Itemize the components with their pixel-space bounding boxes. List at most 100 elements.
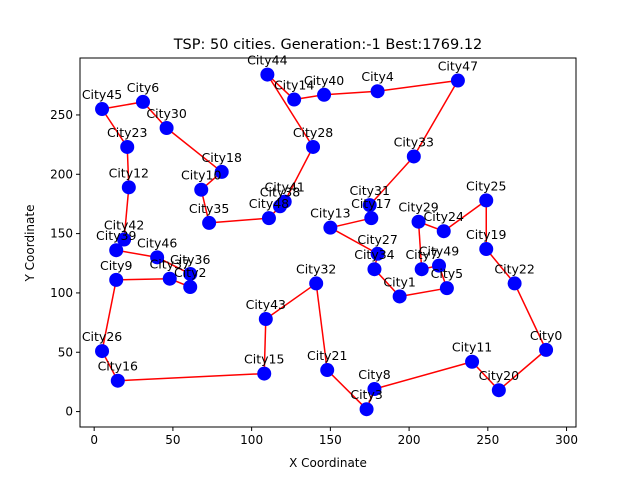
city-label: City5 [431,266,463,281]
city-point [257,366,272,381]
city-label: City28 [293,125,333,140]
city-label: City9 [100,258,132,273]
city-point [479,193,494,208]
route-segment [329,227,378,255]
city-point [359,402,374,417]
city-label: City1 [383,274,415,289]
city-point [287,92,302,107]
city-label: City3 [350,387,382,402]
y-tick-label: 250 [50,108,73,122]
city-label: City18 [202,150,242,165]
route-segment [263,319,267,374]
route-segment [166,127,223,173]
city-label: City16 [98,359,138,374]
city-label: City49 [419,244,459,259]
city-label: City20 [479,368,519,383]
city-point [367,262,382,277]
route-segment [315,283,328,371]
city-points [95,67,554,417]
route-segment [377,79,459,92]
city-point [370,84,385,99]
city-label: City6 [127,80,159,95]
city-point [507,276,522,291]
city-point [362,198,377,213]
city-label: City15 [244,352,284,367]
route-segment [209,217,270,224]
x-axis-ticks: 0 50 100 150 200 250 300 [90,427,578,447]
route-segment [413,80,459,157]
city-point [406,149,421,164]
city-point [414,262,429,277]
city-point [258,312,273,327]
city-label: City31 [350,183,390,198]
city-label: City14 [274,78,314,93]
city-point [183,279,198,294]
city-point [479,242,494,257]
y-axis-ticks: 0 50 100 150 200 250 [50,108,80,419]
route-segment [117,372,265,382]
route-segment [330,217,372,229]
city-label: City34 [354,247,394,262]
x-axis-label: X Coordinate [289,456,367,470]
city-point [117,232,132,247]
route-segment [123,187,130,240]
plot-frame [79,57,577,428]
city-point [135,94,150,109]
city-label: City32 [296,261,336,276]
city-label: City43 [246,297,286,312]
city-label: City25 [466,178,506,193]
city-label: City12 [109,165,149,180]
city-point [306,139,321,154]
city-label: City7 [405,247,437,262]
route-segment [265,282,317,320]
x-tick-label: 250 [476,433,499,447]
y-tick-label: 0 [65,405,73,419]
city-point [95,102,110,117]
city-label: City42 [104,218,144,233]
city-point [121,180,136,195]
city-point [439,281,454,296]
city-point [309,276,324,291]
city-point [277,194,292,209]
city-label: City41 [264,180,304,195]
route-segment [101,108,128,148]
x-tick-label: 50 [165,433,180,447]
y-tick-label: 150 [50,227,73,241]
city-point [323,220,338,235]
city-point [367,382,382,397]
city-point [109,272,124,287]
city-label: City45 [82,87,122,102]
city-point [162,271,177,286]
city-label: City39 [96,228,136,243]
city-label: City38 [260,184,300,199]
route-segment [417,221,423,270]
city-label: City23 [107,125,147,140]
x-tick-label: 0 [90,433,98,447]
city-label: City0 [530,328,562,343]
city-point [150,250,165,265]
city-label: City48 [249,196,289,211]
city-label: City46 [137,235,177,250]
city-label: City27 [357,232,397,247]
city-point [214,164,229,179]
city-label: City13 [310,206,350,221]
route-segment [284,146,314,202]
city-label: City36 [170,252,210,267]
city-point [411,214,426,229]
city-point [539,342,554,357]
route-segment [485,248,516,284]
route-segment [443,199,487,232]
city-label: City35 [189,201,229,216]
city-point [202,215,217,230]
city-label: City47 [438,59,478,74]
city-labels: City0 City1 City2 City3 City4 City5 City6 City7… [82,53,563,403]
city-point [370,246,385,261]
city-label: City19 [466,227,506,242]
route-segment [374,361,473,390]
city-point [432,258,447,273]
city-point [109,243,124,258]
route-segment [399,287,448,298]
city-point [436,224,451,239]
city-label: City10 [181,168,221,183]
